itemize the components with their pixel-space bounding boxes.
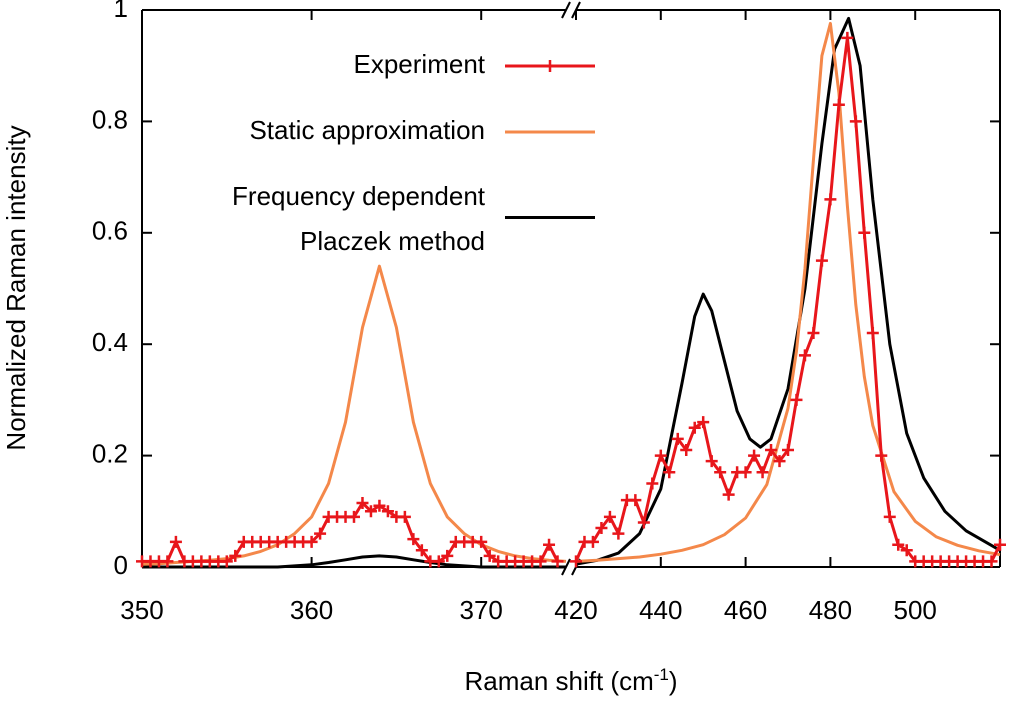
axis-break bbox=[561, 1, 571, 19]
marker bbox=[220, 555, 233, 568]
marker bbox=[356, 496, 369, 509]
marker bbox=[773, 455, 786, 468]
marker bbox=[900, 544, 913, 557]
marker bbox=[654, 449, 667, 462]
x-tick-label: 480 bbox=[809, 595, 852, 625]
marker bbox=[161, 555, 174, 568]
marker bbox=[883, 510, 896, 523]
legend-marker bbox=[544, 60, 556, 72]
marker bbox=[381, 505, 394, 518]
marker bbox=[398, 510, 411, 523]
marker bbox=[407, 533, 420, 546]
marker bbox=[543, 538, 556, 551]
marker bbox=[680, 444, 693, 457]
legend-label: Experiment bbox=[354, 49, 486, 79]
y-tick-label: 0.6 bbox=[92, 216, 128, 246]
marker bbox=[756, 466, 769, 479]
y-tick-label: 0.8 bbox=[92, 104, 128, 134]
marker bbox=[832, 98, 845, 111]
marker bbox=[824, 193, 837, 206]
x-axis-label-end: ) bbox=[669, 666, 678, 696]
marker bbox=[714, 466, 727, 479]
marker bbox=[705, 455, 718, 468]
marker bbox=[994, 538, 1006, 551]
x-tick-label: 420 bbox=[554, 595, 597, 625]
marker bbox=[688, 421, 701, 434]
legend-label: Frequency dependent bbox=[232, 181, 486, 211]
marker bbox=[534, 555, 547, 568]
x-tick-label: 350 bbox=[120, 595, 163, 625]
x-axis-label: Raman shift (cm-1) bbox=[464, 665, 677, 696]
marker bbox=[646, 477, 659, 490]
y-tick-label: 0.2 bbox=[92, 438, 128, 468]
marker bbox=[364, 505, 377, 518]
y-axis-label: Normalized Raman intensity bbox=[1, 125, 31, 450]
y-tick-label: 0.4 bbox=[92, 327, 128, 357]
x-tick-label: 460 bbox=[724, 595, 767, 625]
x-tick-label: 360 bbox=[290, 595, 333, 625]
marker bbox=[765, 444, 778, 457]
marker bbox=[586, 535, 599, 548]
marker bbox=[722, 488, 735, 501]
marker bbox=[790, 393, 803, 406]
marker bbox=[373, 499, 386, 512]
marker bbox=[697, 416, 710, 429]
marker bbox=[892, 538, 905, 551]
marker bbox=[671, 432, 684, 445]
marker bbox=[663, 466, 676, 479]
marker bbox=[441, 549, 454, 562]
series-line bbox=[142, 16, 1001, 569]
x-tick-label: 440 bbox=[639, 595, 682, 625]
legend-label: Placzek method bbox=[300, 226, 485, 256]
marker bbox=[415, 544, 428, 557]
marker bbox=[849, 115, 862, 128]
marker bbox=[229, 549, 242, 562]
marker bbox=[875, 449, 888, 462]
marker bbox=[348, 510, 360, 523]
marker bbox=[305, 535, 318, 548]
y-tick-label: 1 bbox=[114, 0, 128, 23]
marker bbox=[985, 555, 998, 568]
marker bbox=[432, 555, 445, 568]
marker bbox=[858, 226, 871, 239]
x-tick-label: 370 bbox=[460, 595, 503, 625]
marker bbox=[595, 522, 608, 535]
marker bbox=[475, 535, 488, 548]
marker bbox=[637, 516, 650, 529]
series-line bbox=[141, 21, 1001, 566]
marker bbox=[798, 349, 811, 362]
legend-label: Static approximation bbox=[249, 115, 485, 145]
x-tick-label: 500 bbox=[894, 595, 937, 625]
marker bbox=[570, 555, 582, 568]
marker bbox=[815, 254, 828, 267]
marker bbox=[739, 466, 752, 479]
marker bbox=[748, 449, 761, 462]
marker bbox=[314, 527, 327, 540]
y-tick-label: 0 bbox=[114, 550, 128, 580]
marker bbox=[169, 535, 182, 548]
marker bbox=[841, 31, 854, 44]
marker bbox=[807, 327, 820, 340]
marker bbox=[551, 555, 564, 568]
marker bbox=[782, 444, 794, 457]
marker bbox=[629, 494, 642, 507]
x-axis-label-sup: -1 bbox=[654, 665, 669, 684]
marker bbox=[483, 549, 496, 562]
marker bbox=[866, 327, 879, 340]
marker bbox=[612, 527, 625, 540]
marker bbox=[603, 510, 616, 523]
x-axis-label-text: Raman shift (cm bbox=[464, 666, 653, 696]
